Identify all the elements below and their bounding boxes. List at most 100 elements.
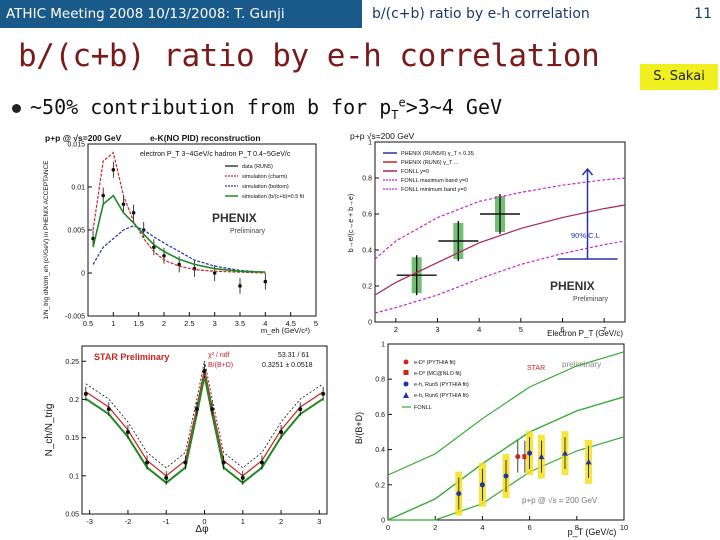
p2-legend-4: FONLL minimum band y=0 bbox=[401, 187, 467, 193]
p3-xtick-label: -2 bbox=[125, 517, 132, 526]
p3-stat-value-0: 53.31 / 61 bbox=[278, 352, 309, 359]
p1-xtick-label: 1 bbox=[111, 319, 115, 328]
p3-data-point bbox=[210, 407, 215, 412]
p2-frame bbox=[374, 141, 626, 323]
p2-ytick-label: 0.2 bbox=[362, 284, 372, 291]
p4-ytick-label: 0.8 bbox=[375, 377, 385, 384]
p4-legend-4: FONLL bbox=[414, 405, 432, 411]
p4-xtick-label: 10 bbox=[620, 523, 628, 532]
p3-data-point bbox=[145, 460, 150, 465]
p4-star-logo: STAR bbox=[527, 365, 545, 372]
header-slide-title: b/(c+b) ratio by e-h correlation bbox=[372, 6, 590, 22]
p1-phenix-logo: PHENIX bbox=[212, 211, 257, 225]
p3-stat-label-0: χ² / ndf bbox=[208, 352, 230, 359]
p3-ytick-label: 0.05 bbox=[65, 512, 79, 519]
p3-data-point bbox=[202, 368, 207, 373]
p2-fonll-line bbox=[374, 240, 626, 314]
p1-xlabel: m_eh (GeV/c²) bbox=[261, 326, 311, 335]
p4-legend-0: e-D⁰ (PYTHIA fit) bbox=[414, 359, 456, 366]
p4-frame bbox=[387, 343, 625, 521]
p1-ylabel: 1/N_trig dN/dm_eh (c²/GeV) in PHENIX ACC… bbox=[43, 160, 50, 320]
p1-legend-2: simulation (bottom) bbox=[242, 184, 289, 190]
p4-ytick-label: 1 bbox=[381, 342, 385, 349]
p1-xtick-label: 1.5 bbox=[133, 319, 143, 328]
p1-subtitle: electron P_T 3~4GeV/c hadron P_T 0.4~5Ge… bbox=[140, 151, 291, 158]
p3-data-point bbox=[164, 475, 169, 480]
page-number: 11 bbox=[694, 6, 712, 22]
p1-ytick-label: -0.005 bbox=[65, 314, 85, 321]
chart-ek-reconstruction: p+p @ √s=200 GeV e-K(NO PID) reconstruct… bbox=[40, 130, 335, 335]
p3-data-point bbox=[83, 391, 88, 396]
p1-frame bbox=[87, 143, 317, 317]
p4-legend-2: e-h, Run5 (PYTHIA fit) bbox=[414, 382, 469, 388]
p4-xlabel: p_T (GeV/c) bbox=[568, 527, 617, 537]
p1-xtick-label: 3.5 bbox=[235, 319, 245, 328]
p1-series-line bbox=[92, 194, 266, 273]
p3-dotted-line bbox=[85, 360, 324, 469]
p4-fonll-upper bbox=[387, 351, 625, 476]
p2-ytick-label: 0.4 bbox=[362, 248, 372, 255]
p2-phenix-logo: PHENIX bbox=[550, 279, 595, 293]
p3-data-point bbox=[298, 407, 303, 412]
p1-xtick-label: 5 bbox=[314, 319, 318, 328]
p2-ytick-label: 1 bbox=[368, 140, 372, 147]
p3-band-line bbox=[85, 375, 324, 485]
p3-stat-value-1: 0.3251 ± 0.0518 bbox=[262, 362, 313, 369]
p4-ytick-label: 0.6 bbox=[375, 412, 385, 419]
p4-ylabel: B/(B+D) bbox=[354, 412, 364, 444]
p2-ytick-label: 0.8 bbox=[362, 176, 372, 183]
p3-data-point bbox=[321, 391, 326, 396]
p3-data-point bbox=[279, 430, 284, 434]
p3-data-point bbox=[183, 460, 188, 465]
p1-preliminary: Preliminary bbox=[230, 228, 266, 235]
p1-xtick-label: 0.5 bbox=[83, 319, 93, 328]
p1-data-point bbox=[152, 245, 156, 249]
p1-legend-0: data (RUN5) bbox=[242, 164, 273, 170]
p3-xtick-label: 3 bbox=[317, 517, 321, 526]
p3-xtick-label: 0 bbox=[202, 517, 206, 526]
p1-series-line bbox=[92, 151, 266, 274]
p1-data-point bbox=[91, 236, 95, 241]
p4-data-point bbox=[503, 473, 509, 479]
p3-ytick-label: 0.1 bbox=[69, 473, 79, 480]
p3-ylabel: N_ch/N_trig bbox=[44, 404, 55, 457]
p2-xtick-label: 5 bbox=[519, 325, 523, 334]
p3-data-point bbox=[240, 475, 245, 480]
p2-xtick-label: 7 bbox=[602, 325, 606, 334]
p4-legend: e-D⁰ (PYTHIA fit) e-D⁰ (MC@NLO fit) e-h,… bbox=[402, 359, 469, 411]
p1-ytick-label: 0.01 bbox=[71, 185, 85, 192]
p1-header-right: e-K(NO PID) reconstruction bbox=[150, 133, 261, 143]
p4-xtick-label: 6 bbox=[528, 523, 532, 532]
p1-ytick-label: 0.005 bbox=[67, 228, 85, 235]
p1-data-point bbox=[131, 211, 136, 215]
p4-ytick-label: 0 bbox=[381, 518, 385, 525]
p3-data-point bbox=[259, 460, 264, 465]
p2-preliminary: Preliminary bbox=[573, 296, 609, 303]
p2-xlabel: Electron P_T (GeV/c) bbox=[547, 329, 623, 338]
bullet-icon bbox=[12, 104, 21, 113]
p1-data-point bbox=[238, 284, 242, 288]
meeting-header: ATHIC Meeting 2008 10/13/2008: T. Gunji bbox=[0, 0, 362, 28]
p1-data-point bbox=[177, 262, 181, 267]
chart-star-bbd: B/(B+D) p_T (GeV/c) STAR preliminary e-D… bbox=[352, 338, 642, 538]
p2-xtick-label: 3 bbox=[435, 325, 439, 334]
bullet-text: ~50% contribution from b for pTe>3~4 GeV bbox=[30, 95, 503, 122]
p4-data-point bbox=[515, 454, 521, 460]
p4-footer: p+p @ √s = 200 GeV bbox=[522, 496, 598, 505]
p2-xtick-label: 2 bbox=[394, 325, 398, 334]
p3-xtick-label: 1 bbox=[241, 517, 245, 526]
p1-xtick-label: 4 bbox=[263, 319, 267, 328]
p1-data-point bbox=[101, 193, 105, 198]
p1-data-point bbox=[212, 271, 217, 275]
p4-data-point bbox=[456, 491, 462, 497]
p4-xtick-label: 8 bbox=[575, 523, 579, 532]
p1-data-point bbox=[162, 254, 166, 258]
p1-ytick-label: 0.015 bbox=[67, 142, 85, 149]
p3-ytick-label: 0.15 bbox=[65, 435, 79, 442]
p3-stat-label-1: B/(B+D) bbox=[208, 362, 233, 369]
p3-data-point bbox=[125, 430, 130, 434]
p3-ytick-label: 0.25 bbox=[65, 359, 79, 366]
p2-limit-arrowhead bbox=[581, 167, 594, 176]
p4-data-point bbox=[585, 458, 592, 465]
p4-data-point bbox=[522, 454, 528, 460]
